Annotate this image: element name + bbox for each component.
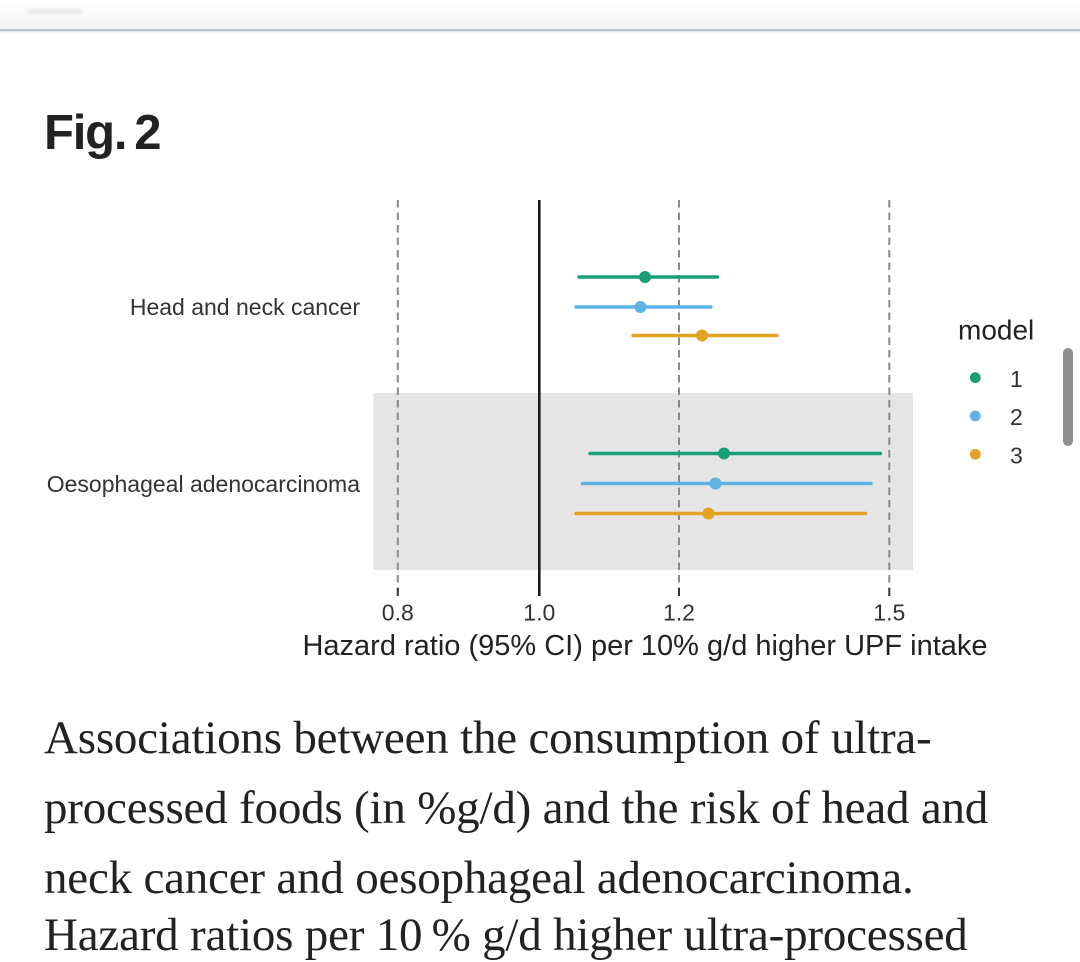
svg-text:1.2: 1.2 bbox=[663, 600, 695, 626]
svg-text:model: model bbox=[958, 315, 1034, 346]
svg-text:Head and neck cancer: Head and neck cancer bbox=[130, 294, 360, 320]
svg-text:1.5: 1.5 bbox=[873, 600, 905, 626]
svg-text:Hazard ratio (95% CI) per 10%: Hazard ratio (95% CI) per 10% g/d higher… bbox=[302, 630, 987, 662]
svg-text:Oesophageal adenocarcinoma: Oesophageal adenocarcinoma bbox=[47, 471, 360, 497]
svg-text:1: 1 bbox=[1010, 366, 1023, 392]
svg-text:3: 3 bbox=[1010, 443, 1023, 469]
svg-text:1.0: 1.0 bbox=[523, 600, 555, 626]
svg-text:2: 2 bbox=[1010, 404, 1023, 430]
svg-text:0.8: 0.8 bbox=[382, 600, 414, 626]
